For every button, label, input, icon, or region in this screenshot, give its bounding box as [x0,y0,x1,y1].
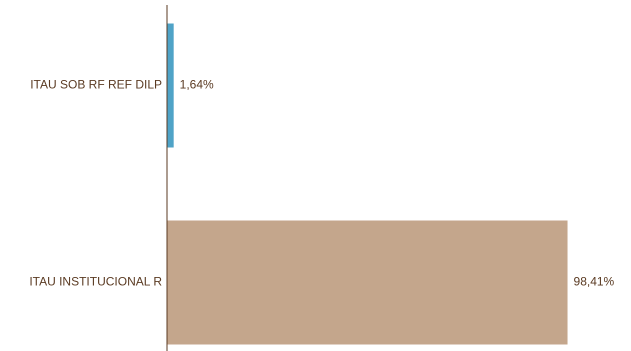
value-label-2: 98,41% [574,275,615,289]
bar-1 [167,23,174,148]
value-label-1: 1,64% [180,78,214,92]
category-label-1: ITAU SOB RF REF DILP [30,78,162,92]
bars-group [167,23,568,345]
category-label-2: ITAU INSTITUCIONAL R [29,275,162,289]
bar-2 [167,220,568,345]
labels-group: ITAU SOB RF REF DILP 1,64% ITAU INSTITUCIO… [29,78,614,289]
